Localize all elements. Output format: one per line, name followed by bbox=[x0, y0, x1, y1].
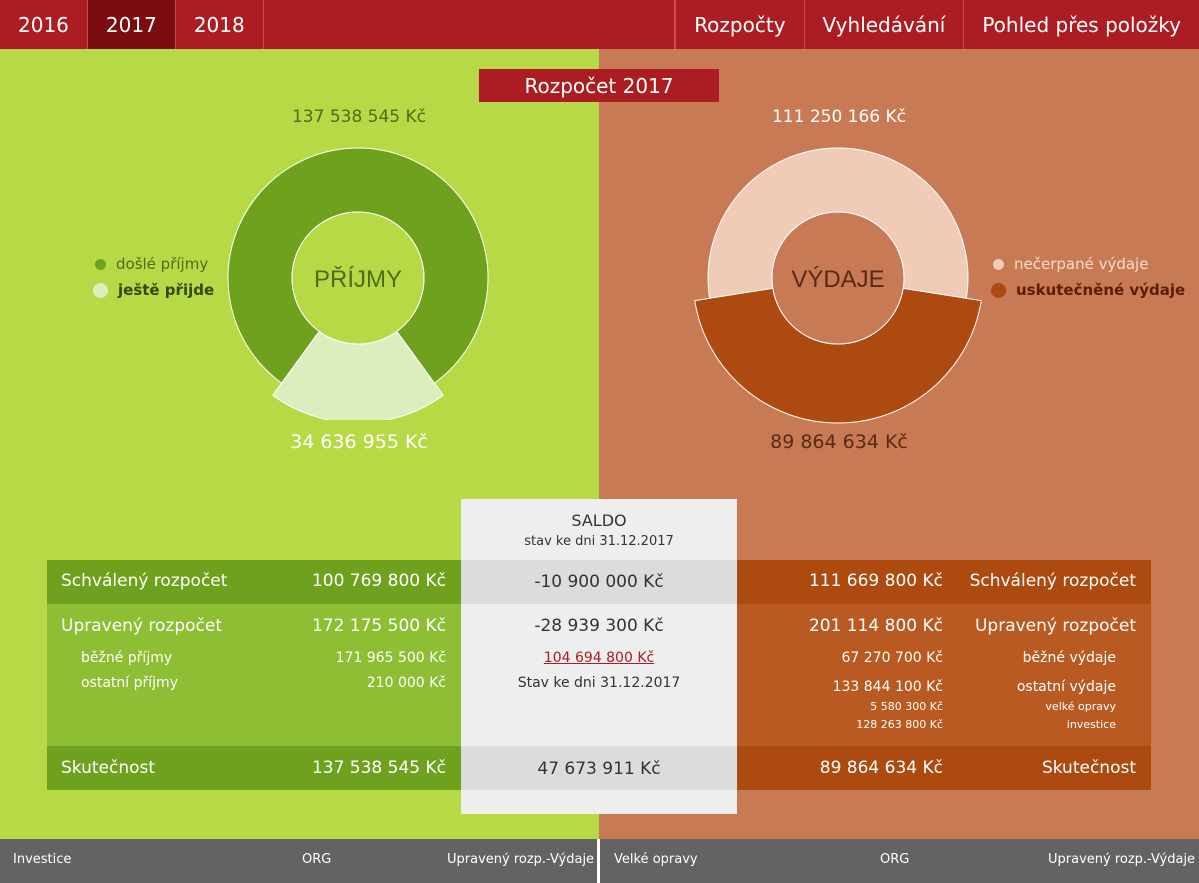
legend-label-received: došlé příjmy bbox=[116, 255, 209, 273]
expense-donut-chart: VÝDAJE bbox=[694, 147, 982, 424]
saldo-balance-link[interactable]: 104 694 800 Kč bbox=[543, 650, 655, 666]
income-actual-label: Skutečnost bbox=[61, 758, 156, 778]
legend-item-spent: uskutečněné výdaje bbox=[991, 277, 1186, 303]
expense-adjusted-value: 201 114 800 Kč bbox=[808, 616, 943, 636]
legend-label-spent: uskutečněné výdaje bbox=[1016, 281, 1186, 299]
income-top-amount: 137 538 545 Kč bbox=[291, 107, 427, 127]
footer-repairs-org-header[interactable]: ORG bbox=[880, 852, 910, 867]
expense-donut-center bbox=[771, 211, 905, 345]
year-tab-2017[interactable]: 2017 bbox=[87, 0, 176, 49]
footer-repairs-title[interactable]: Velké opravy bbox=[614, 852, 698, 867]
footer-repairs-budget-header[interactable]: Upravený rozp.-Výdaje bbox=[1048, 852, 1196, 867]
income-legend: došlé příjmy ještě přijde bbox=[93, 251, 215, 303]
income-other-value: 210 000 Kč bbox=[366, 675, 446, 691]
budget-title: Rozpočet 2017 bbox=[479, 69, 719, 102]
legend-label-unspent: nečerpané výdaje bbox=[1014, 255, 1149, 273]
legend-item-pending: ještě přijde bbox=[93, 277, 215, 303]
saldo-subtitle: stav ke dni 31.12.2017 bbox=[524, 534, 674, 549]
income-adjusted-block bbox=[47, 604, 461, 746]
expense-other-label: ostatní výdaje bbox=[1016, 679, 1116, 695]
top-navigation: 2016 2017 2018 Rozpočty Vyhledávání Pohl… bbox=[0, 0, 1199, 49]
income-other-label: ostatní příjmy bbox=[81, 675, 178, 691]
income-bottom-amount: 34 636 955 Kč bbox=[290, 431, 428, 453]
expense-donut-label: VÝDAJE bbox=[791, 266, 884, 293]
nav-link-budgets[interactable]: Rozpočty bbox=[675, 0, 803, 49]
expense-current-label: běžné výdaje bbox=[1022, 650, 1116, 666]
expense-legend: nečerpané výdaje uskutečněné výdaje bbox=[991, 251, 1186, 303]
expense-adjusted-block bbox=[737, 604, 1151, 746]
legend-label-pending: ještě přijde bbox=[118, 281, 215, 299]
expense-investment-value: 128 263 800 Kč bbox=[856, 718, 943, 731]
income-adjusted-label: Upravený rozpočet bbox=[61, 616, 223, 636]
income-approved-value: 100 769 800 Kč bbox=[311, 571, 446, 591]
saldo-title: SALDO bbox=[571, 511, 627, 530]
income-approved-label: Schválený rozpočet bbox=[61, 571, 228, 591]
income-current-label: běžné příjmy bbox=[81, 650, 173, 666]
nav-link-search[interactable]: Vyhledávání bbox=[803, 0, 964, 49]
saldo-adjusted-value: -28 939 300 Kč bbox=[534, 616, 664, 636]
nav-spacer bbox=[264, 0, 676, 49]
legend-dot-icon bbox=[93, 282, 108, 298]
footer-investments-title[interactable]: Investice bbox=[13, 852, 72, 867]
saldo-actual-value: 47 673 911 Kč bbox=[537, 759, 661, 779]
legend-item-received: došlé příjmy bbox=[95, 251, 214, 277]
legend-dot-icon bbox=[991, 282, 1006, 298]
expense-approved-label: Schválený rozpočet bbox=[969, 571, 1136, 591]
expense-actual-row bbox=[737, 746, 1151, 790]
footer-repairs-bar bbox=[600, 839, 1199, 883]
nav-link-items-view[interactable]: Pohled přes položky bbox=[963, 0, 1199, 49]
expense-repairs-value: 5 580 300 Kč bbox=[870, 700, 943, 713]
income-donut-center bbox=[291, 211, 425, 345]
expense-other-value: 133 844 100 Kč bbox=[832, 679, 943, 695]
expense-actual-value: 89 864 634 Kč bbox=[819, 758, 943, 778]
legend-item-unspent: nečerpané výdaje bbox=[993, 251, 1185, 277]
footer-investments-budget-header[interactable]: Upravený rozp.-Výdaje bbox=[447, 852, 595, 867]
saldo-approved-row bbox=[461, 560, 737, 604]
saldo-balance-note: Stav ke dni 31.12.2017 bbox=[517, 675, 681, 691]
income-current-value: 171 965 500 Kč bbox=[335, 650, 446, 666]
expense-adjusted-label: Upravený rozpočet bbox=[974, 616, 1136, 636]
footer-investments-org-header[interactable]: ORG bbox=[302, 852, 332, 867]
legend-dot-icon bbox=[95, 258, 106, 270]
expense-investment-label: investice bbox=[1066, 718, 1116, 731]
expense-approved-value: 111 669 800 Kč bbox=[808, 571, 943, 591]
income-actual-row bbox=[47, 746, 461, 790]
expense-top-amount: 111 250 166 Kč bbox=[771, 107, 907, 127]
year-tab-2016[interactable]: 2016 bbox=[0, 0, 88, 49]
nav-links: Rozpočty Vyhledávání Pohled přes položky bbox=[675, 0, 1199, 49]
footer-investments-bar bbox=[0, 839, 597, 883]
expense-approved-row bbox=[737, 560, 1151, 604]
expense-repairs-label: velké opravy bbox=[1045, 700, 1116, 713]
income-donut-label: PŘÍJMY bbox=[314, 266, 402, 293]
income-approved-row bbox=[47, 560, 461, 604]
expense-current-value: 67 270 700 Kč bbox=[841, 650, 944, 666]
expense-bottom-amount: 89 864 634 Kč bbox=[770, 431, 908, 453]
income-adjusted-value: 172 175 500 Kč bbox=[311, 616, 446, 636]
saldo-actual-row bbox=[461, 746, 737, 790]
income-donut-chart: PŘÍJMY bbox=[227, 147, 489, 420]
year-tab-2018[interactable]: 2018 bbox=[176, 0, 264, 49]
expense-actual-label: Skutečnost bbox=[1041, 758, 1136, 778]
saldo-approved-value: -10 900 000 Kč bbox=[534, 572, 664, 592]
income-actual-value: 137 538 545 Kč bbox=[311, 758, 446, 778]
legend-dot-icon bbox=[993, 258, 1004, 270]
